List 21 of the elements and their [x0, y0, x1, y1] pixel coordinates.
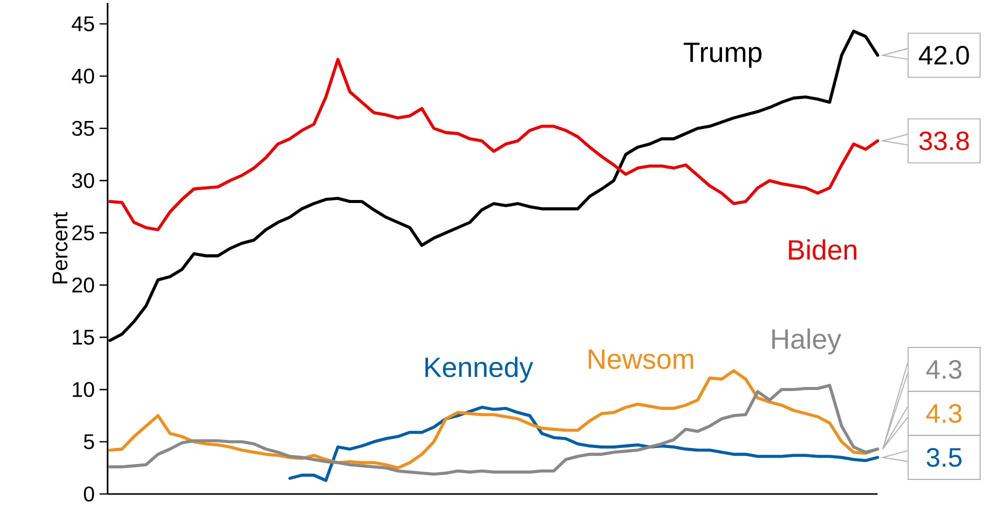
data-label: 42.0	[918, 46, 969, 65]
series-label: Haley	[772, 328, 842, 354]
series-label: Newsom	[588, 350, 694, 369]
data-label: 4.3	[926, 360, 962, 379]
series-label: Biden	[789, 239, 856, 260]
y-tick-label: 40	[72, 68, 94, 84]
y-tick-label: 5	[84, 434, 94, 450]
series-label: Kennedy	[425, 356, 534, 383]
y-tick-label: 10	[72, 382, 94, 398]
y-tick-label: 25	[72, 225, 94, 240]
y-tick-label: 35	[72, 120, 94, 136]
y-tick-label: 30	[72, 173, 94, 188]
y-tick-label: 45	[72, 16, 94, 32]
data-label: 33.8	[919, 132, 969, 150]
y-tick-label: 0	[84, 486, 94, 502]
data-label: 4.3	[926, 404, 962, 423]
y-tick-label: 20	[72, 278, 94, 293]
y-axis-title: Percent	[52, 212, 68, 284]
data-label: 3.5	[926, 448, 962, 467]
y-tick-label: 15	[72, 330, 94, 345]
series-label: Trump	[684, 42, 762, 68]
